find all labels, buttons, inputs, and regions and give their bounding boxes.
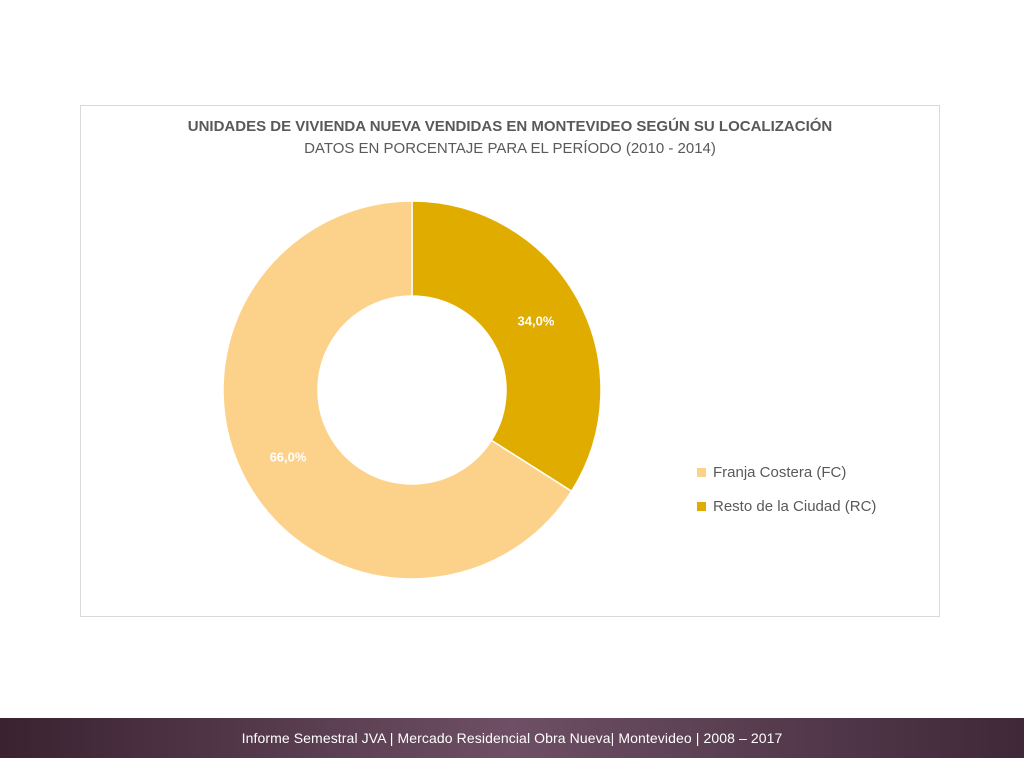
chart-subtitle: DATOS EN PORCENTAJE PARA EL PERÍODO (201… (304, 140, 716, 157)
donut-slice-1 (222, 200, 573, 580)
legend-item-franja-costera: Franja Costera (FC) (697, 462, 876, 482)
legend-label-resto-ciudad: Resto de la Ciudad (RC) (713, 497, 877, 515)
chart-area: UNIDADES DE VIVIENDA NUEVA VENDIDAS EN M… (80, 105, 940, 617)
data-label-1: 66,0% (270, 450, 307, 465)
chart-title: UNIDADES DE VIVIENDA NUEVA VENDIDAS EN M… (187, 118, 833, 135)
donut-slice-0 (411, 200, 602, 493)
footer-bar: Informe Semestral JVA | Mercado Residenc… (0, 718, 1024, 758)
footer-text: Informe Semestral JVA | Mercado Residenc… (241, 730, 783, 746)
data-label-0: 34,0% (518, 313, 555, 328)
legend-item-resto-ciudad: Resto de la Ciudad (RC) (697, 496, 876, 516)
legend-label-franja-costera: Franja Costera (FC) (713, 463, 847, 481)
legend-swatch-franja-costera (697, 467, 706, 477)
legend-swatch-resto-ciudad (697, 501, 706, 511)
chart-legend: Franja Costera (FC) Resto de la Ciudad (… (697, 462, 876, 530)
donut-chart: 34,0% 66,0% (222, 200, 602, 580)
